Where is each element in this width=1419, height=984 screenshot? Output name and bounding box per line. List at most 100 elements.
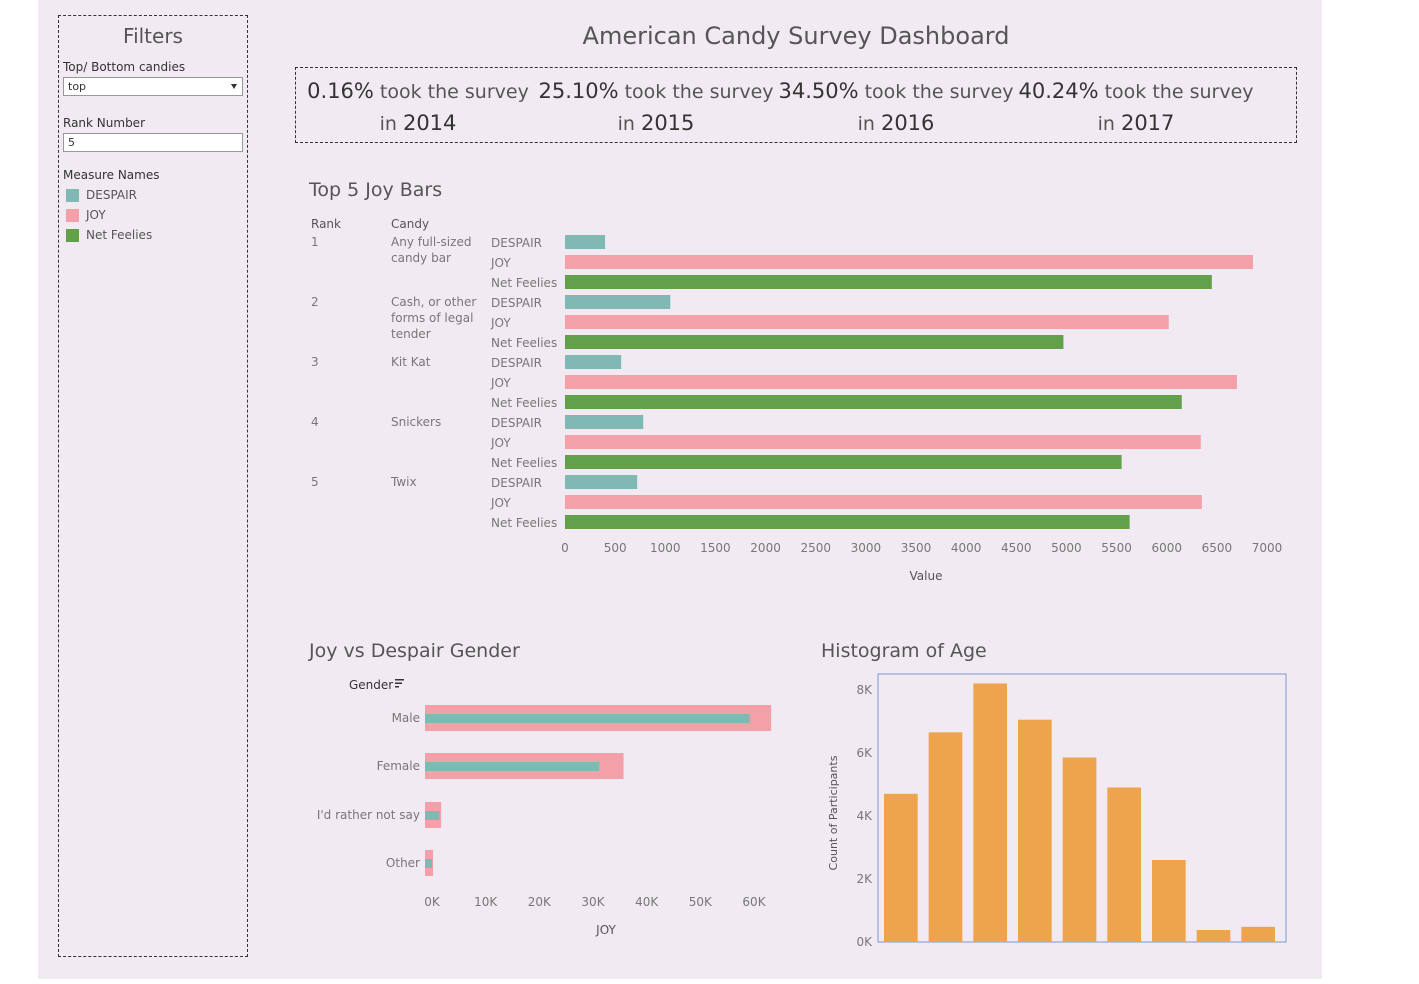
kpi-in: in xyxy=(1097,113,1115,135)
bar-joy xyxy=(565,255,1253,269)
x-tick-label: 4000 xyxy=(951,541,982,555)
kpi-text: took the survey xyxy=(624,81,774,103)
kpi-text: took the survey xyxy=(379,81,529,103)
x-axis-title: Value xyxy=(910,569,943,583)
candy-label: Snickers xyxy=(391,415,441,429)
measure-label: DESPAIR xyxy=(491,416,542,430)
despair-bar xyxy=(425,714,750,723)
x-tick-label: 7000 xyxy=(1252,541,1283,555)
gender-chart: Gender Male Female I'd rather not say Other 0… xyxy=(317,678,772,937)
candy-label: candy bar xyxy=(391,251,451,265)
x-tick-label: 30K xyxy=(581,895,605,909)
despair-bar xyxy=(425,762,600,771)
measure-label: Net Feelies xyxy=(491,456,557,470)
measure-label: JOY xyxy=(490,496,511,510)
gender-label: Female xyxy=(377,759,420,773)
kpi-text: took the survey xyxy=(864,81,1014,103)
legend-swatch xyxy=(66,209,79,222)
histogram-bar xyxy=(1241,926,1275,942)
bar-despair xyxy=(565,475,638,489)
y-tick-label: 2K xyxy=(856,872,873,886)
x-tick-label: 6500 xyxy=(1202,541,1233,555)
bar-despair xyxy=(565,235,606,249)
x-tick-label: 6000 xyxy=(1151,541,1182,555)
candy-label: Cash, or other xyxy=(391,295,476,309)
dashboard-title: American Candy Survey Dashboard xyxy=(582,22,1010,50)
x-axis-title: JOY xyxy=(595,923,616,937)
kpi-pct: 34.50% xyxy=(778,79,859,103)
bar-net-feelies xyxy=(565,515,1130,529)
x-tick-label: 5500 xyxy=(1101,541,1132,555)
measure-label: JOY xyxy=(490,256,511,270)
x-tick-label: 1000 xyxy=(650,541,681,555)
x-tick-label: 60K xyxy=(742,895,766,909)
rank-label: 4 xyxy=(311,415,319,429)
measure-label: JOY xyxy=(490,436,511,450)
measure-label: Net Feelies xyxy=(491,336,557,350)
kpi-year: 2015 xyxy=(640,111,695,135)
legend-label: DESPAIR xyxy=(86,188,137,202)
measure-label: Net Feelies xyxy=(491,516,557,530)
measure-label: JOY xyxy=(490,376,511,390)
bar-joy xyxy=(565,315,1169,329)
bar-despair xyxy=(565,355,622,369)
bar-joy xyxy=(565,435,1201,449)
x-tick-label: 2500 xyxy=(800,541,831,555)
bar-despair xyxy=(565,415,644,429)
despair-bar xyxy=(425,859,432,868)
sort-icon xyxy=(395,679,404,681)
measure-label: Net Feelies xyxy=(491,276,557,290)
measure-label: DESPAIR xyxy=(491,296,542,310)
x-tick-label: 10K xyxy=(474,895,498,909)
kpi-year: 2017 xyxy=(1120,111,1175,135)
bar-despair xyxy=(565,295,671,309)
x-tick-label: 2000 xyxy=(750,541,781,555)
rank-header: Rank xyxy=(311,217,341,231)
filters-panel: Filters Top/ Bottom candies top Rank Num… xyxy=(58,15,248,957)
candy-label: Any full-sized xyxy=(391,235,471,249)
rank-number-input[interactable]: 5 xyxy=(63,133,243,152)
x-tick-label: 4500 xyxy=(1001,541,1032,555)
histogram-bar xyxy=(1196,930,1231,942)
chevron-down-icon xyxy=(231,84,237,89)
kpi-2014: 0.16% took the survey in 2014 xyxy=(298,76,538,140)
gender-header: Gender xyxy=(349,678,393,692)
x-tick-label: 3000 xyxy=(851,541,882,555)
measure-label: DESPAIR xyxy=(491,356,542,370)
kpi-year: 2016 xyxy=(880,111,935,135)
y-tick-label: 0K xyxy=(856,935,873,949)
kpi-strip: 0.16% took the survey in 2014 25.10% too… xyxy=(295,67,1297,143)
y-tick-label: 6K xyxy=(856,746,873,760)
x-tick-label: 40K xyxy=(635,895,659,909)
filters-title: Filters xyxy=(123,24,183,48)
gender-chart-title: Joy vs Despair Gender xyxy=(309,640,520,662)
top-bottom-select[interactable]: top xyxy=(63,77,243,96)
rank-label: 2 xyxy=(311,295,319,309)
age-histogram: 0K 2K 4K 6K 8K Count of Participants xyxy=(827,673,1287,949)
rank-label: 5 xyxy=(311,475,319,489)
rank-number-label: Rank Number xyxy=(63,116,146,130)
legend-label: JOY xyxy=(86,208,106,222)
kpi-year: 2014 xyxy=(402,111,457,135)
histogram-bar xyxy=(1152,860,1186,942)
x-tick-label: 1500 xyxy=(700,541,731,555)
kpi-in: in xyxy=(857,113,875,135)
measure-label: JOY xyxy=(490,316,511,330)
measure-label: Net Feelies xyxy=(491,396,557,410)
despair-bar xyxy=(425,811,440,820)
candy-header: Candy xyxy=(391,217,429,231)
top5-chart-title: Top 5 Joy Bars xyxy=(309,179,443,201)
measure-label: DESPAIR xyxy=(491,476,542,490)
y-tick-label: 8K xyxy=(856,683,873,697)
histogram-bar xyxy=(1018,719,1052,942)
legend-swatch xyxy=(66,229,79,242)
histogram-bar xyxy=(928,732,963,942)
legend-title: Measure Names xyxy=(63,168,160,182)
rank-label: 1 xyxy=(311,235,319,249)
legend-label: Net Feelies xyxy=(86,228,153,242)
histogram-bar xyxy=(884,793,918,942)
histogram-bar xyxy=(1107,787,1141,942)
gender-label: Other xyxy=(386,856,420,870)
age-chart-title: Histogram of Age xyxy=(821,640,987,662)
sort-icon xyxy=(395,686,399,688)
